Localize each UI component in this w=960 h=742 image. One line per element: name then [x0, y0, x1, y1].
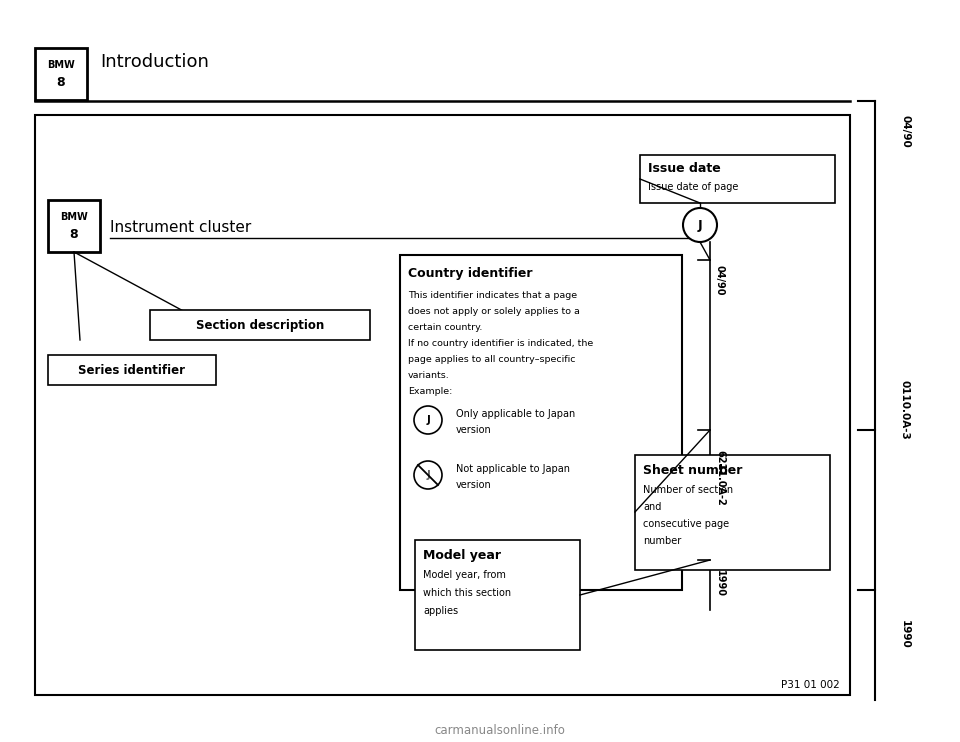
Text: This identifier indicates that a page: This identifier indicates that a page: [408, 291, 577, 300]
Text: 04/90: 04/90: [900, 115, 910, 148]
Text: 1990: 1990: [715, 570, 725, 597]
Circle shape: [109, 6, 141, 38]
Text: Sheet number: Sheet number: [643, 464, 742, 478]
Text: Issue date of page: Issue date of page: [648, 182, 738, 192]
Bar: [400, 255, 682, 590]
Bar: [150, 310, 370, 340]
Bar: [48, 355, 216, 385]
Text: BMW: BMW: [60, 212, 88, 222]
Text: 1990: 1990: [900, 620, 910, 649]
Text: version: version: [456, 480, 492, 490]
Text: Instrument cluster: Instrument cluster: [110, 220, 252, 235]
Text: 6211.0A-2: 6211.0A-2: [715, 450, 725, 506]
Text: Introduction: Introduction: [100, 53, 209, 71]
Text: Model year: Model year: [423, 550, 501, 562]
Text: Model year, from: Model year, from: [423, 570, 506, 580]
Text: does not apply or solely applies to a: does not apply or solely applies to a: [408, 306, 580, 315]
Circle shape: [414, 406, 442, 434]
Bar: [35, 115, 850, 695]
Text: page applies to all country–specific: page applies to all country–specific: [408, 355, 575, 364]
Bar: [415, 540, 580, 650]
Text: J: J: [426, 470, 430, 480]
Text: version: version: [456, 425, 492, 435]
Text: 04/90: 04/90: [715, 265, 725, 295]
Text: P31 01 002: P31 01 002: [781, 680, 840, 690]
Text: If no country identifier is indicated, the: If no country identifier is indicated, t…: [408, 338, 593, 347]
Bar: [35, 48, 87, 100]
Text: 0110.0A-3: 0110.0A-3: [900, 380, 910, 440]
Text: 8: 8: [57, 76, 65, 88]
Text: J: J: [698, 218, 703, 232]
Text: Country identifier: Country identifier: [408, 266, 533, 280]
Text: Not applicable to Japan: Not applicable to Japan: [456, 464, 570, 474]
Circle shape: [779, 6, 811, 38]
Bar: [640, 155, 835, 203]
Circle shape: [683, 208, 717, 242]
Text: applies: applies: [423, 606, 458, 616]
Text: Only applicable to Japan: Only applicable to Japan: [456, 409, 575, 419]
Text: J: J: [426, 415, 430, 425]
Text: certain country.: certain country.: [408, 323, 482, 332]
Text: 8: 8: [70, 228, 79, 240]
Text: Number of section: Number of section: [643, 485, 733, 495]
Text: variants.: variants.: [408, 370, 449, 379]
Circle shape: [444, 6, 476, 38]
Text: BMW: BMW: [47, 60, 75, 70]
Text: and: and: [643, 502, 661, 512]
Text: Issue date: Issue date: [648, 162, 721, 176]
Text: Series identifier: Series identifier: [79, 364, 185, 376]
Text: consecutive page: consecutive page: [643, 519, 730, 529]
Text: carmanualsonline.info: carmanualsonline.info: [435, 723, 565, 737]
Bar: [48, 200, 100, 252]
Text: Example:: Example:: [408, 387, 452, 395]
Circle shape: [414, 461, 442, 489]
Text: number: number: [643, 536, 682, 546]
Text: Section description: Section description: [196, 318, 324, 332]
Text: which this section: which this section: [423, 588, 511, 598]
Bar: [635, 455, 830, 570]
